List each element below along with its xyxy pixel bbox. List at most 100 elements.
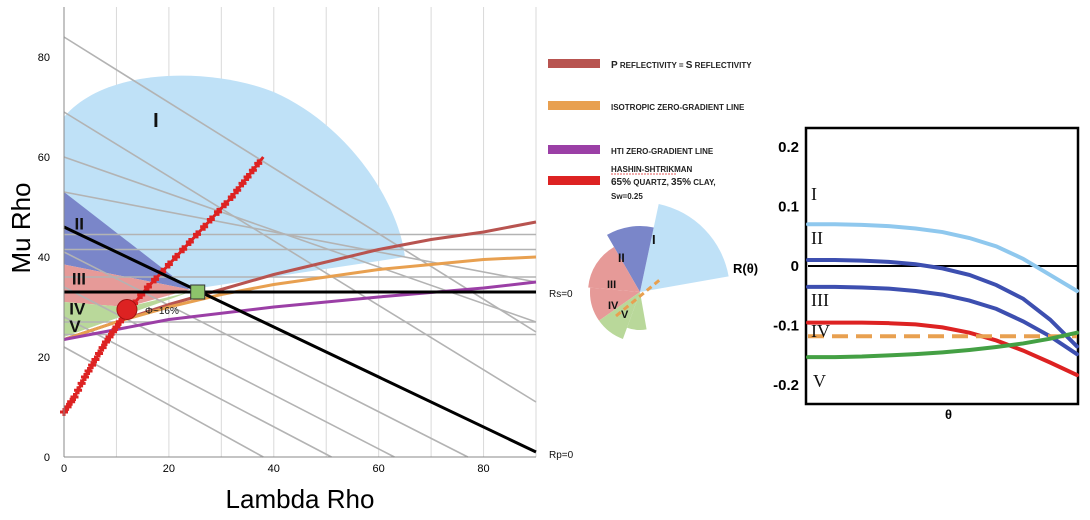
legend: P REFLECTIVITY = S REFLECTIVITY ISOTROPI… [548,59,752,201]
hashin-shtrikman-marker [254,159,263,168]
x-tick-label: 20 [163,463,175,475]
hashin-shtrikman-marker [221,200,230,209]
hashin-shtrikman-marker [213,207,222,216]
avo-curve-i [806,222,1079,294]
class-label-v: V [69,317,81,336]
legend-label-sw: Sw=0.25 [611,192,643,201]
class-regions [64,75,405,337]
crossplot-axes [63,7,536,458]
crossplot-tick-labels: 0 20 40 60 80 0 20 40 60 80 [38,52,490,475]
y-axis-label: Mu Rho [6,182,36,273]
legend-label-p-equals-s: P REFLECTIVITY = S REFLECTIVITY [611,60,752,71]
class-i-region [64,75,405,290]
hashin-shtrikman-marker [101,338,110,346]
intersection-square-marker [190,284,206,300]
avo-y-tick-label: -0.2 [773,377,799,394]
hashin-shtrikman-marker [151,275,160,284]
hashin-shtrikman-marker [63,402,72,411]
legend-swatch-hashin [548,176,600,185]
avo-curve-iv [806,320,1079,378]
avo-curve-iii [806,284,1079,357]
avo-class-label-iv: IV [811,321,830,341]
avo-y-tick-label: 0.2 [778,139,799,156]
fan-class-v-tail [627,292,647,330]
y-tick-label: 20 [38,352,50,364]
fan-label-iv: IV [608,300,619,312]
y-tick-label: 80 [38,52,50,64]
legend-swatch-hti [548,145,600,154]
hashin-shtrikman-marker [77,379,86,388]
x-tick-label: 0 [61,463,67,475]
avo-class-label-ii: II [811,228,823,248]
y-tick-label: 40 [38,252,50,264]
avo-tick-labels: 0.2 0.1 0 -0.1 -0.2 [773,139,799,394]
legend-label-hashin: HASHIN-SHTRIKMAN [611,165,693,174]
porosity-annotation: Φ~16% [145,306,179,317]
r-theta-label: R(θ) [733,261,758,276]
fan-class-iii [588,246,640,292]
x-axis-label: Lambda Rho [226,484,375,514]
hashin-shtrikman-marker [84,367,93,376]
hashin-shtrikman-marker [80,373,89,381]
hashin-shtrikman-marker [109,327,118,336]
fan-class-ii [607,226,654,292]
rs0-label: Rs=0 [549,289,573,300]
hashin-shtrikman-marker [172,252,181,261]
class-label-iv: IV [69,300,86,319]
gray-diagonal-line [63,251,469,458]
legend-label-isotropic: ISOTROPIC ZERO-GRADIENT LINE [611,103,745,112]
gray-diagonal-line [63,316,332,458]
avo-class-label-iii: III [811,290,829,310]
hashin-shtrikman-marker [243,173,252,181]
fan-class-v [599,292,640,339]
hashin-shtrikman-marker [164,260,173,269]
avo-curve-ii [806,258,1079,349]
class-label-ii: II [74,215,83,234]
x-tick-label: 60 [373,463,385,475]
hashin-shtrikman-marker [116,317,125,326]
x-tick-label: 80 [477,463,489,475]
avo-y-tick-label: 0.1 [778,198,799,215]
hashin-shtrikman-marker [112,323,121,331]
gray-diagonal-line [63,111,537,403]
hashin-shtrikman-marker [98,343,107,352]
avo-curves [806,222,1079,378]
hashin-shtrikman-marker [179,245,188,254]
hashin-shtrikman-marker [105,332,114,341]
y-tick-label: 0 [44,452,50,464]
hashin-shtrikman-marker [238,179,247,188]
theta-label: θ [945,407,952,422]
hashin-shtrikman-marker [192,230,201,239]
hashin-shtrikman-marker [200,222,209,231]
series-isotropic-zero-gradient-line [63,255,537,341]
class-ii-region [64,192,190,290]
fan-label-v: V [621,309,629,321]
legend-label-composition: 65% QUARTZ, 35% CLAY, [611,177,716,188]
fan-class-i [640,203,729,292]
gray-diagonal-line [63,36,537,333]
hashin-shtrikman-marker [248,166,257,175]
fan-label-i: I [652,232,656,247]
x-tick-label: 40 [268,463,280,475]
hashin-shtrikman-marker [67,397,76,406]
hashin-shtrikman-marker [88,361,97,370]
hashin-shtrikman-marker [70,393,79,401]
gray-diagonal-line [63,191,537,283]
hashin-shtrikman-marker [206,215,215,224]
class-iii-region [64,264,190,307]
series-hti-zero-gradient-line [63,280,537,341]
hashin-shtrikman-marker [185,238,194,246]
rp0-label: Rp=0 [549,450,574,461]
series-hashin-shtrikman [62,156,265,413]
y-tick-label: 60 [38,152,50,164]
class-label-iii: III [72,270,86,289]
porosity-point-marker [116,299,138,320]
gray-diagonal-line [63,156,537,323]
hashin-shtrikman-marker [233,186,242,195]
avo-class-label-v: V [813,371,826,391]
avo-curve-v [806,330,1079,360]
